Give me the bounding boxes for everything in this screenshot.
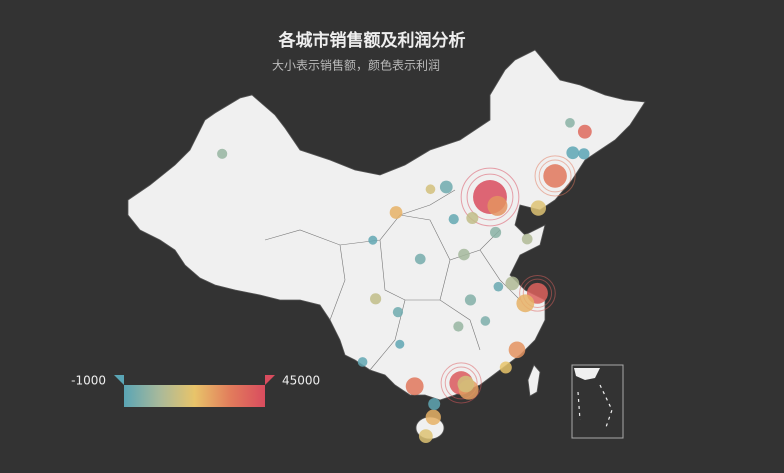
- chart-subtitle: 大小表示销售额，颜色表示利润: [272, 58, 440, 73]
- city-bubble: [453, 321, 464, 332]
- city-bubble: [368, 235, 378, 245]
- city-bubble: [370, 293, 382, 305]
- city-bubble: [516, 294, 535, 313]
- ripple: [522, 278, 553, 308]
- city-bubble: [480, 316, 491, 326]
- city-bubble: [490, 226, 502, 239]
- city-bubble: [508, 341, 526, 359]
- city-bubble: [457, 375, 475, 393]
- city-bubble: [458, 248, 470, 261]
- city-bubble: [565, 118, 575, 128]
- inset-islands: [577, 384, 613, 431]
- city-bubble: [543, 164, 567, 188]
- city-bubble: [487, 195, 508, 216]
- ripple: [444, 366, 478, 400]
- city-bubble: [418, 429, 433, 444]
- city-bubble: [493, 281, 504, 292]
- city-bubble: [389, 206, 403, 219]
- city-bubble: [448, 214, 459, 225]
- city-bubble: [425, 184, 436, 195]
- city-bubble: [499, 361, 512, 374]
- inset-frame: [571, 364, 624, 439]
- city-bubble: [439, 180, 453, 194]
- city-bubble: [577, 124, 592, 139]
- chart-title: 各城市销售额及利润分析: [278, 30, 466, 51]
- city-bubble: [505, 276, 520, 291]
- inset-land: [574, 368, 600, 380]
- visual-map-handle-max: [265, 375, 275, 385]
- ripple: [466, 173, 514, 221]
- city-bubble: [521, 233, 533, 245]
- ripple: [534, 155, 576, 197]
- visual-map-min-label: -1000: [71, 374, 106, 388]
- ripple: [440, 362, 482, 404]
- ripple: [460, 167, 520, 227]
- city-bubble: [578, 148, 590, 160]
- city-bubble: [357, 357, 368, 367]
- city-bubble: [425, 409, 441, 425]
- city-bubble: [392, 307, 404, 318]
- visual-map-max-label: 45000: [282, 374, 320, 388]
- city-bubble: [405, 377, 424, 396]
- city-bubble: [414, 253, 426, 265]
- city-bubble: [464, 294, 477, 306]
- city-bubble: [428, 398, 441, 411]
- ripple: [519, 274, 556, 312]
- visual-map-bar: [124, 385, 265, 407]
- city-bubble: [217, 148, 228, 159]
- ripple: [538, 159, 572, 193]
- city-bubble: [566, 146, 580, 160]
- city-bubble: [395, 339, 405, 349]
- city-points: [217, 118, 592, 444]
- city-bubble: [466, 212, 479, 225]
- city-bubble: [530, 200, 547, 216]
- visual-map-handle-min: [114, 375, 124, 385]
- mainland: [127, 49, 646, 401]
- south-sea-inset: [571, 364, 624, 439]
- taiwan: [527, 364, 541, 397]
- visual-map: -1000 45000: [71, 374, 320, 407]
